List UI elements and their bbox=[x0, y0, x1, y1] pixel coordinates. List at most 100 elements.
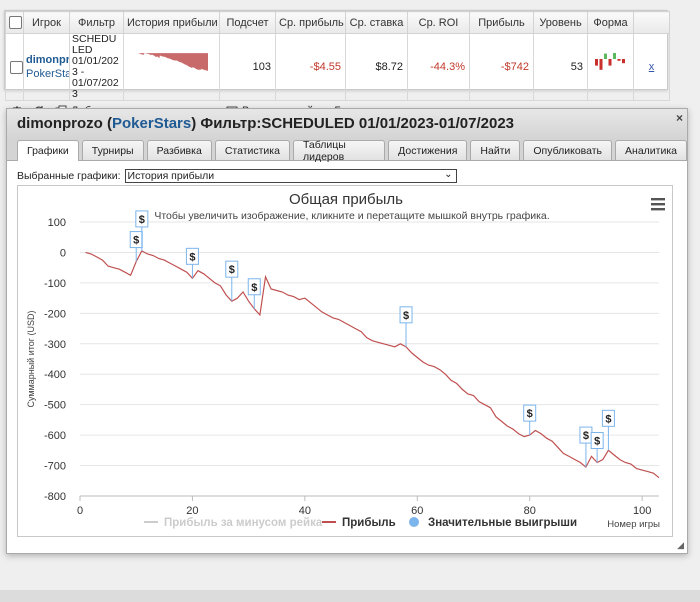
chevron-down-icon: ⌄ bbox=[444, 169, 453, 180]
svg-text:$: $ bbox=[251, 282, 257, 294]
x-tick-label: 0 bbox=[77, 505, 83, 517]
significant-win-flag[interactable]: $ bbox=[129, 231, 143, 262]
chart-container[interactable]: Общая прибыль Чтобы увеличить изображение… bbox=[17, 185, 673, 537]
filter-line-1: SCHEDULED bbox=[72, 33, 117, 56]
form-bar bbox=[622, 58, 625, 63]
significant-win-flag[interactable]: $ bbox=[247, 278, 261, 309]
form-bar bbox=[613, 52, 616, 59]
y-axis-label: Суммарный итог (USD) bbox=[26, 310, 36, 407]
y-tick-label: -600 bbox=[44, 430, 66, 442]
dialog-site-link[interactable]: PokerStars bbox=[112, 115, 192, 132]
filter-line-2: 01/01/2023 - bbox=[72, 55, 119, 78]
profit-sparkline-cell[interactable] bbox=[123, 33, 220, 101]
chart-menu-icon[interactable] bbox=[651, 198, 665, 211]
form-bars bbox=[595, 52, 625, 70]
tab-8[interactable]: Аналитика bbox=[615, 140, 687, 160]
count-value: 103 bbox=[219, 33, 276, 101]
chart-title: Общая прибыль bbox=[289, 191, 403, 208]
significant-win-flag[interactable]: $ bbox=[523, 404, 537, 436]
col-profit-header[interactable]: Прибыль bbox=[469, 11, 534, 34]
x-tick-label: 80 bbox=[524, 505, 536, 517]
dialog-filter-title: Фильтр:SCHEDULED 01/01/2023-01/07/2023 bbox=[200, 115, 514, 132]
significant-win-flag[interactable]: $ bbox=[579, 426, 593, 468]
profit-value: -$742 bbox=[469, 33, 534, 101]
col-player-header[interactable]: Игрок bbox=[23, 11, 70, 34]
col-filter-header[interactable]: Фильтр bbox=[69, 11, 124, 34]
close-icon[interactable]: × bbox=[675, 111, 683, 125]
significant-win-flag[interactable]: $ bbox=[590, 432, 604, 463]
svg-text:$: $ bbox=[605, 413, 611, 425]
form-bar bbox=[595, 58, 598, 66]
chart-legend: Прибыль за минусом рейка Прибыль Значитель… bbox=[144, 517, 577, 529]
svg-text:$: $ bbox=[583, 430, 589, 442]
legend-item[interactable]: Значительные выигрыши bbox=[409, 517, 577, 529]
filter-line-3: 01/07/2023 bbox=[72, 77, 119, 100]
svg-text:$: $ bbox=[527, 408, 533, 420]
dialog-title-bar: dimonprozo (PokerStars) Фильтр:SCHEDULED… bbox=[7, 109, 687, 139]
chart-select[interactable]: История прибыли ⌄ bbox=[124, 169, 457, 183]
player-site-link[interactable]: PokerStars bbox=[26, 68, 69, 80]
chart-select-value: История прибыли bbox=[127, 170, 215, 182]
tab-6[interactable]: Найти bbox=[470, 140, 521, 160]
y-tick-label: -500 bbox=[44, 400, 66, 412]
select-all-checkbox[interactable] bbox=[5, 11, 24, 34]
stats-panel: Игрок Фильтр История прибыли Подсчет Ср.… bbox=[4, 10, 670, 117]
dialog-close-paren: ) bbox=[191, 115, 197, 132]
col-avg-profit-header[interactable]: Ср. прибыль bbox=[275, 11, 346, 34]
tab-0[interactable]: Графики bbox=[17, 140, 79, 161]
y-tick-label: 0 bbox=[60, 247, 66, 259]
tab-3[interactable]: Статистика bbox=[214, 140, 290, 160]
significant-win-flag[interactable]: $ bbox=[185, 247, 199, 279]
y-tick-label: -200 bbox=[44, 308, 66, 320]
player-cell: dimonprozo PokerStars bbox=[23, 33, 70, 101]
y-tick-label: -100 bbox=[44, 278, 66, 290]
sparkline-area bbox=[138, 52, 208, 71]
chart-subtitle: Чтобы увеличить изображение, кликните и … bbox=[154, 210, 549, 222]
form-bar bbox=[608, 58, 612, 66]
legend-item[interactable]: Прибыль bbox=[322, 517, 396, 529]
col-count-header[interactable]: Подсчет bbox=[219, 11, 276, 34]
form-cell bbox=[587, 33, 634, 101]
x-tick-label: 20 bbox=[186, 505, 198, 517]
tab-7[interactable]: Опубликовать bbox=[523, 140, 613, 160]
col-profit-history-header[interactable]: История прибыли bbox=[123, 11, 220, 34]
col-level-header[interactable]: Уровень bbox=[533, 11, 588, 34]
dialog-open-paren: ( bbox=[107, 115, 112, 132]
x-axis-label: Номер игры bbox=[607, 519, 660, 530]
y-tick-label: -700 bbox=[44, 461, 66, 473]
x-tick-label: 60 bbox=[411, 505, 423, 517]
x-tick-label: 100 bbox=[633, 505, 651, 517]
svg-text:$: $ bbox=[189, 251, 195, 263]
significant-win-flag[interactable]: $ bbox=[135, 210, 149, 251]
page-bottom-bar bbox=[0, 590, 700, 602]
significant-win-flag[interactable]: $ bbox=[399, 306, 413, 347]
player-name-link[interactable]: dimonprozo bbox=[26, 54, 70, 66]
remove-row-link[interactable]: x bbox=[633, 33, 670, 101]
x-tick-label: 40 bbox=[299, 505, 311, 517]
dialog-player-name: dimonprozo bbox=[17, 115, 103, 132]
resize-grip-icon[interactable]: ◢ bbox=[677, 540, 684, 550]
tab-5[interactable]: Достижения bbox=[388, 140, 468, 160]
significant-win-flag[interactable]: $ bbox=[601, 409, 615, 451]
col-form-header[interactable]: Форма bbox=[587, 11, 634, 34]
profit-series-line[interactable] bbox=[85, 250, 660, 479]
row-checkbox[interactable] bbox=[5, 33, 24, 101]
profit-chart[interactable]: Общая прибыль Чтобы увеличить изображение… bbox=[18, 186, 674, 538]
tab-2[interactable]: Разбивка bbox=[146, 140, 212, 160]
tab-1[interactable]: Турниры bbox=[81, 140, 144, 160]
svg-text:$: $ bbox=[403, 310, 409, 322]
significant-win-flag[interactable]: $ bbox=[225, 260, 239, 302]
legend-item[interactable]: Прибыль за минусом рейка bbox=[144, 517, 323, 529]
svg-text:Прибыль: Прибыль bbox=[342, 517, 396, 529]
avg-roi-value: -44.3% bbox=[407, 33, 470, 101]
svg-text:$: $ bbox=[139, 214, 145, 226]
table-row: dimonprozo PokerStars SCHEDULED 01/01/20… bbox=[5, 33, 670, 101]
tab-4[interactable]: Таблицы лидеров bbox=[292, 139, 386, 163]
profit-sparkline[interactable] bbox=[124, 49, 220, 83]
y-tick-label: 100 bbox=[48, 217, 66, 229]
filter-cell: SCHEDULED 01/01/2023 - 01/07/2023 bbox=[69, 33, 124, 101]
level-value: 53 bbox=[533, 33, 588, 101]
col-avg-stake-header[interactable]: Ср. ставка bbox=[345, 11, 408, 34]
y-tick-label: -400 bbox=[44, 369, 66, 381]
col-avg-roi-header[interactable]: Ср. ROI bbox=[407, 11, 470, 34]
